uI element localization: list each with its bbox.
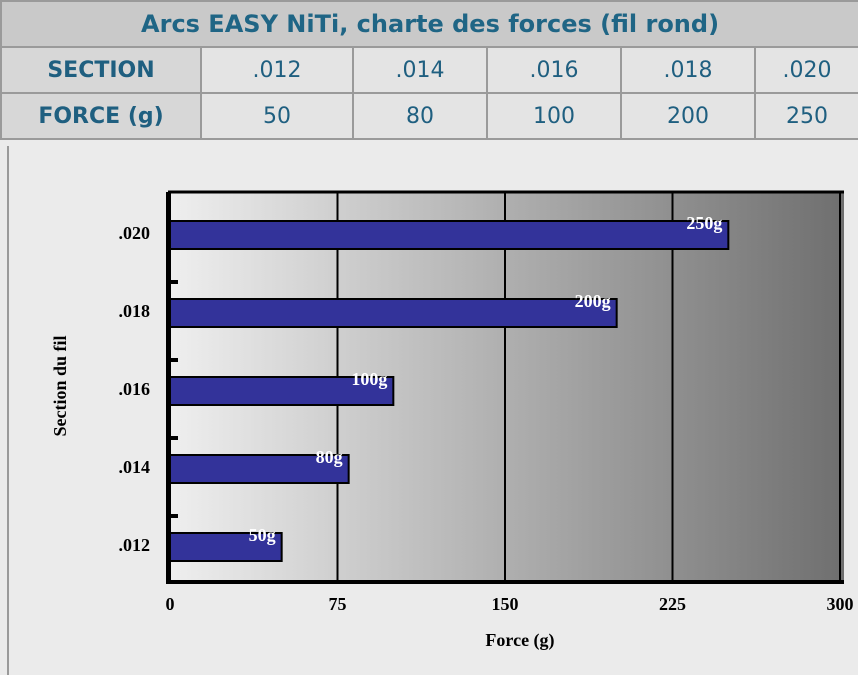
table-cell: .016 [486,46,622,94]
table-cell: 50 [200,92,354,140]
table-cell: .012 [200,46,354,94]
bar [169,376,395,406]
table-cell: 200 [620,92,756,140]
data-label: 50g [249,525,276,545]
bar [169,532,283,562]
table-cell: 80 [352,92,488,140]
table-title: Arcs EASY NiTi, charte des forces (fil r… [0,0,858,48]
bar [169,454,350,484]
y-tick-label: .014 [119,457,151,477]
y-tick-label: .018 [119,301,151,321]
y-tick-label: .020 [119,223,151,243]
data-label: 250g [686,213,722,233]
x-tick-label: 225 [659,594,686,614]
bar [169,298,618,328]
table-cell: 250 [753,92,858,140]
y-axis-label: Section du fil [50,335,70,436]
table-cell: .014 [352,46,488,94]
x-tick-label: 150 [492,594,519,614]
x-axis-label: Force (g) [485,630,554,651]
table-cell: 100 [486,92,622,140]
data-label: 80g [316,447,343,467]
x-tick-label: 0 [166,594,175,614]
y-tick-label: .012 [119,535,151,555]
table-cell: .020 [753,46,858,94]
y-tick-label: .016 [119,379,151,399]
bar [169,220,730,250]
x-tick-label: 75 [329,594,347,614]
data-label: 100g [351,369,387,389]
table-cell: .018 [620,46,756,94]
row-header: FORCE (g) [0,92,202,140]
x-tick-label: 300 [827,594,854,614]
row-header: SECTION [0,46,202,94]
chart: Section du fil Force (g) 0 75 150 225 300 .01… [7,146,854,675]
data-label: 200g [575,291,611,311]
force-table: Arcs EASY NiTi, charte des forces (fil r… [0,0,858,140]
